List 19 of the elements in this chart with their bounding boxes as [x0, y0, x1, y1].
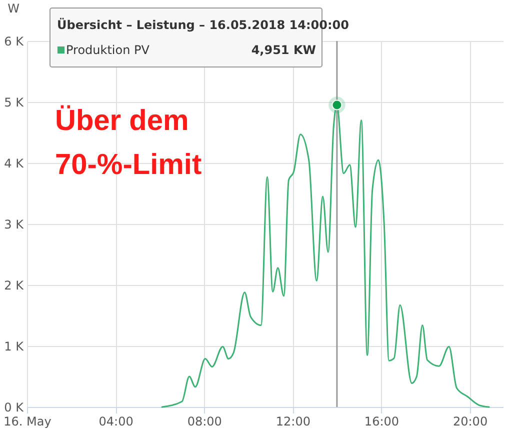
x-tick-label: 20:00	[452, 414, 488, 428]
y-tick-label: 6 K	[4, 34, 25, 48]
y-tick-label: 1 K	[4, 340, 25, 354]
x-tick-label: 12:00	[276, 414, 310, 428]
y-tick-label: 3 K	[4, 218, 25, 232]
text: Übersicht – Leistung – 16.05.2018 14:00:00	[57, 17, 349, 32]
x-tick-label: 04:00	[98, 414, 134, 428]
x-tick-label: 08:00	[187, 414, 222, 428]
y-tick-label: 5 K	[4, 96, 25, 110]
y-tick-label: 2 K	[4, 278, 25, 292]
y-tick-label: 4 K	[4, 156, 25, 170]
annotation: 4,951 KW	[251, 43, 316, 57]
legend-label: Produktion PV	[66, 43, 150, 57]
y-tick-label: 0 K	[4, 400, 25, 414]
x-tick-label: 16. May	[4, 414, 52, 428]
annotation: Über dem	[55, 105, 189, 137]
y-axis-title: W	[8, 2, 20, 16]
annotation: 70-%-Limit	[55, 149, 202, 181]
x-tick-label: 16:00	[364, 414, 400, 428]
